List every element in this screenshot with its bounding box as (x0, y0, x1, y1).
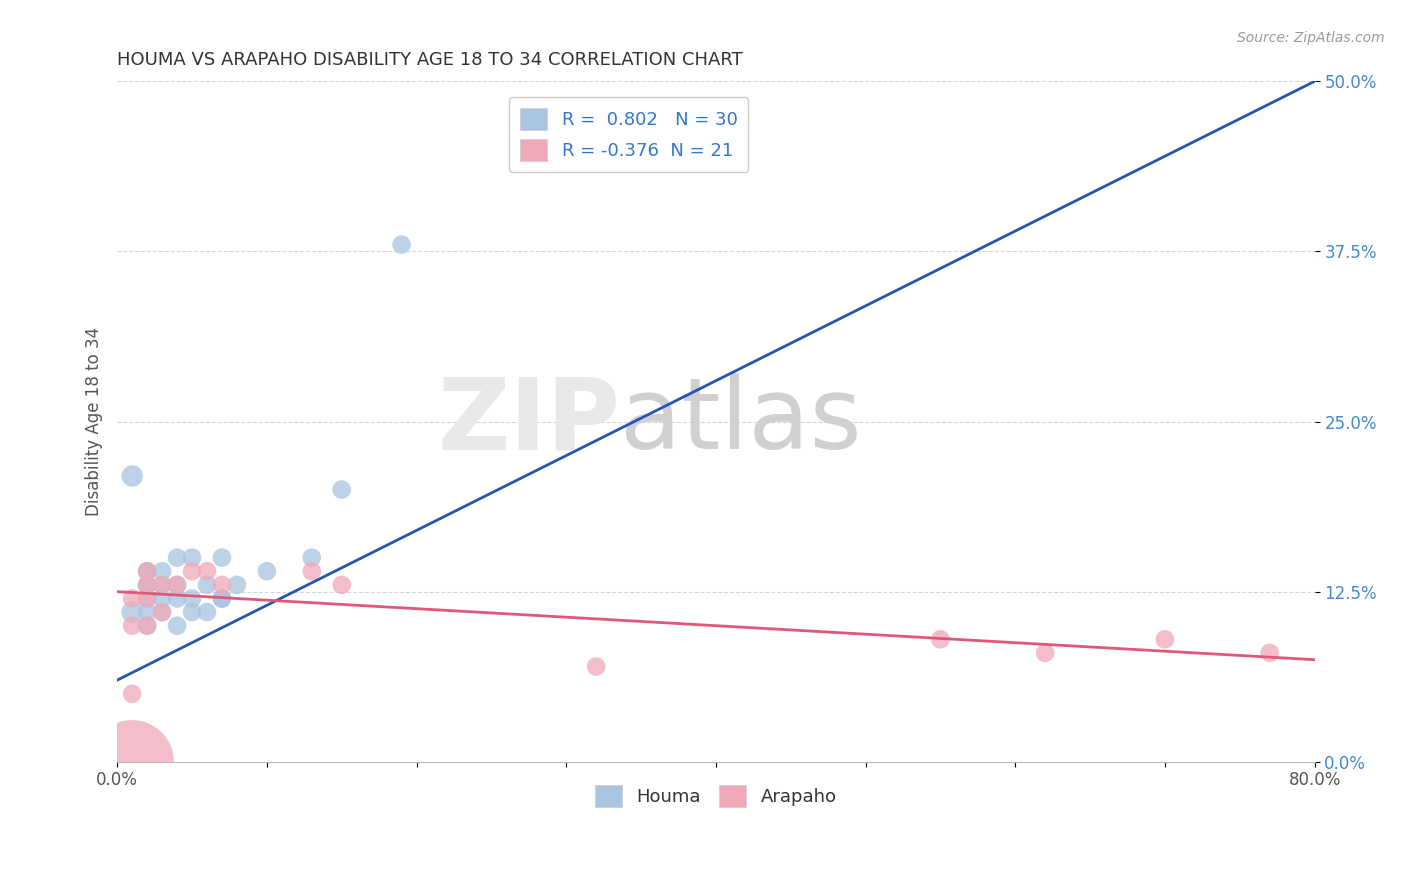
Point (256, 564, 278, 578)
Y-axis label: Disability Age 18 to 34: Disability Age 18 to 34 (86, 327, 103, 516)
Point (929, 632, 952, 647)
Point (301, 564, 323, 578)
Point (150, 605, 173, 619)
Point (150, 605, 173, 619)
Point (121, 755, 143, 769)
Point (181, 591, 204, 606)
Point (136, 578, 159, 592)
Point (211, 578, 233, 592)
Text: Source: ZipAtlas.com: Source: ZipAtlas.com (1237, 31, 1385, 45)
Point (121, 469, 143, 483)
Point (585, 659, 607, 673)
Point (226, 578, 249, 592)
Point (391, 237, 413, 252)
Point (195, 578, 218, 592)
Legend: Houma, Arapaho: Houma, Arapaho (588, 778, 844, 814)
Point (166, 578, 188, 592)
Point (136, 564, 159, 578)
Point (121, 687, 143, 701)
Point (136, 578, 159, 592)
Point (136, 618, 159, 632)
Point (301, 550, 323, 565)
Point (150, 564, 173, 578)
Text: atlas: atlas (620, 373, 862, 470)
Point (330, 483, 353, 497)
Point (150, 591, 173, 606)
Point (166, 578, 188, 592)
Point (150, 578, 173, 592)
Point (181, 564, 204, 578)
Point (166, 618, 188, 632)
Point (121, 605, 143, 619)
Point (136, 618, 159, 632)
Point (211, 550, 233, 565)
Point (195, 564, 218, 578)
Point (136, 564, 159, 578)
Point (195, 605, 218, 619)
Point (1154, 632, 1177, 647)
Point (121, 618, 143, 632)
Point (136, 578, 159, 592)
Point (150, 578, 173, 592)
Point (181, 550, 204, 565)
Point (330, 578, 353, 592)
Text: ZIP: ZIP (437, 373, 620, 470)
Point (136, 591, 159, 606)
Point (136, 564, 159, 578)
Point (211, 591, 233, 606)
Point (211, 591, 233, 606)
Point (1033, 646, 1056, 660)
Point (166, 550, 188, 565)
Point (1258, 646, 1281, 660)
Point (181, 605, 204, 619)
Point (136, 605, 159, 619)
Point (121, 591, 143, 606)
Text: HOUMA VS ARAPAHO DISABILITY AGE 18 TO 34 CORRELATION CHART: HOUMA VS ARAPAHO DISABILITY AGE 18 TO 34… (117, 51, 742, 69)
Point (136, 591, 159, 606)
Point (166, 591, 188, 606)
